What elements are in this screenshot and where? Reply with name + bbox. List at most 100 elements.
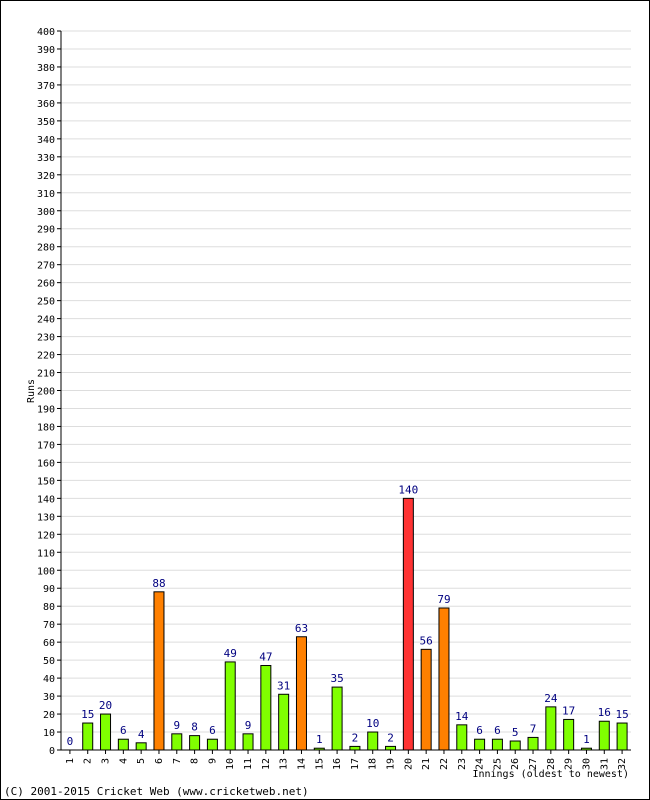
- y-tick-label-210: 210: [37, 369, 55, 380]
- y-tick-label-110: 110: [37, 548, 55, 559]
- data-label-30: 1: [583, 733, 590, 746]
- y-tick-label-190: 190: [37, 404, 55, 415]
- y-tick-label-10: 10: [43, 728, 55, 739]
- x-tick-label-13: 13: [279, 758, 290, 770]
- bar-32: [616, 722, 628, 751]
- x-tick-label-14: 14: [296, 758, 307, 770]
- y-tick-label-250: 250: [37, 297, 55, 308]
- y-tick-label-400: 400: [37, 27, 55, 38]
- x-tick-label-8: 8: [190, 758, 201, 764]
- data-label-13: 31: [277, 679, 290, 692]
- bar-20: [402, 497, 414, 751]
- gridlines: [61, 30, 631, 733]
- bar-2: [82, 722, 94, 751]
- bar-19: [385, 745, 397, 751]
- y-tick-label-300: 300: [37, 207, 55, 218]
- y-tick-label-200: 200: [37, 387, 55, 398]
- bar-29: [563, 718, 575, 751]
- bars: [64, 497, 628, 751]
- data-label-19: 2: [387, 731, 394, 744]
- bar-8: [189, 735, 201, 751]
- data-label-5: 4: [138, 728, 145, 741]
- bar-3: [100, 713, 112, 751]
- bar-12: [260, 665, 272, 751]
- y-tick-label-40: 40: [43, 674, 55, 685]
- bar-28: [545, 706, 557, 751]
- data-label-10: 49: [224, 647, 237, 660]
- x-tick-label-28: 28: [546, 758, 557, 770]
- bar-23: [456, 724, 468, 751]
- x-tick-label-6: 6: [154, 758, 165, 764]
- data-label-14: 63: [295, 622, 308, 635]
- bar-26: [509, 740, 521, 751]
- x-axis-ticks: 1 2 3 4 5 6 7 8 9 10 11 12 13 14 15 16 17 18 19 20 21 22 23 24 2…: [65, 750, 628, 770]
- x-tick-label-2: 2: [83, 758, 94, 764]
- bar-21: [420, 648, 432, 751]
- y-tick-label-180: 180: [37, 422, 55, 433]
- data-label-9: 6: [209, 724, 216, 737]
- y-tick-label-150: 150: [37, 476, 55, 487]
- data-label-7: 9: [173, 719, 180, 732]
- x-tick-label-16: 16: [332, 758, 343, 770]
- y-tick-label-320: 320: [37, 171, 55, 182]
- y-tick-label-310: 310: [37, 189, 55, 200]
- x-tick-label-17: 17: [350, 758, 361, 770]
- data-label-4: 6: [120, 724, 127, 737]
- data-label-12: 47: [259, 651, 272, 664]
- data-label-16: 35: [330, 672, 343, 685]
- x-tick-label-21: 21: [421, 758, 432, 770]
- data-label-21: 56: [420, 634, 433, 647]
- x-tick-label-31: 31: [599, 758, 610, 770]
- bar-14: [295, 636, 307, 751]
- y-tick-label-260: 260: [37, 279, 55, 290]
- y-tick-label-350: 350: [37, 117, 55, 128]
- y-tick-label-220: 220: [37, 351, 55, 362]
- y-tick-label-160: 160: [37, 458, 55, 469]
- data-label-31: 16: [598, 706, 611, 719]
- data-label-2: 15: [81, 708, 94, 721]
- x-tick-label-19: 19: [386, 758, 397, 770]
- bar-10: [224, 661, 236, 751]
- y-tick-label-50: 50: [43, 656, 55, 667]
- bar-4: [117, 738, 129, 751]
- data-label-23: 14: [455, 710, 469, 723]
- y-tick-label-360: 360: [37, 99, 55, 110]
- bar-16: [331, 686, 343, 751]
- data-label-25: 6: [494, 724, 501, 737]
- y-tick-label-370: 370: [37, 81, 55, 92]
- bar-25: [491, 738, 503, 751]
- data-label-18: 10: [366, 717, 379, 730]
- y-tick-label-100: 100: [37, 566, 55, 577]
- data-label-28: 24: [544, 692, 558, 705]
- copyright-text: (C) 2001-2015 Cricket Web (www.cricketwe…: [4, 785, 309, 798]
- data-label-1: 0: [67, 735, 74, 748]
- y-tick-label-80: 80: [43, 602, 55, 613]
- x-tick-label-32: 32: [617, 758, 628, 770]
- x-tick-label-1: 1: [65, 758, 76, 764]
- x-tick-label-12: 12: [261, 758, 272, 770]
- x-tick-label-23: 23: [457, 758, 468, 770]
- y-tick-label-230: 230: [37, 333, 55, 344]
- y-tick-label-280: 280: [37, 243, 55, 254]
- y-tick-label-130: 130: [37, 512, 55, 523]
- data-label-24: 6: [476, 724, 483, 737]
- data-label-26: 5: [512, 726, 519, 739]
- bar-31: [598, 720, 610, 751]
- y-tick-label-140: 140: [37, 494, 55, 505]
- y-tick-label-290: 290: [37, 225, 55, 236]
- bar-22: [438, 607, 450, 751]
- x-axis-title: Innings (oldest to newest): [472, 769, 629, 780]
- bar-11: [242, 733, 254, 751]
- y-tick-label-270: 270: [37, 261, 55, 272]
- x-tick-label-18: 18: [368, 758, 379, 770]
- data-label-8: 8: [191, 721, 198, 734]
- y-tick-label-390: 390: [37, 45, 55, 56]
- y-tick-label-330: 330: [37, 153, 55, 164]
- bar-18: [367, 731, 379, 751]
- x-tick-label-22: 22: [439, 758, 450, 770]
- data-label-20: 140: [398, 483, 418, 496]
- data-label-17: 2: [352, 731, 359, 744]
- x-tick-label-26: 26: [510, 758, 521, 770]
